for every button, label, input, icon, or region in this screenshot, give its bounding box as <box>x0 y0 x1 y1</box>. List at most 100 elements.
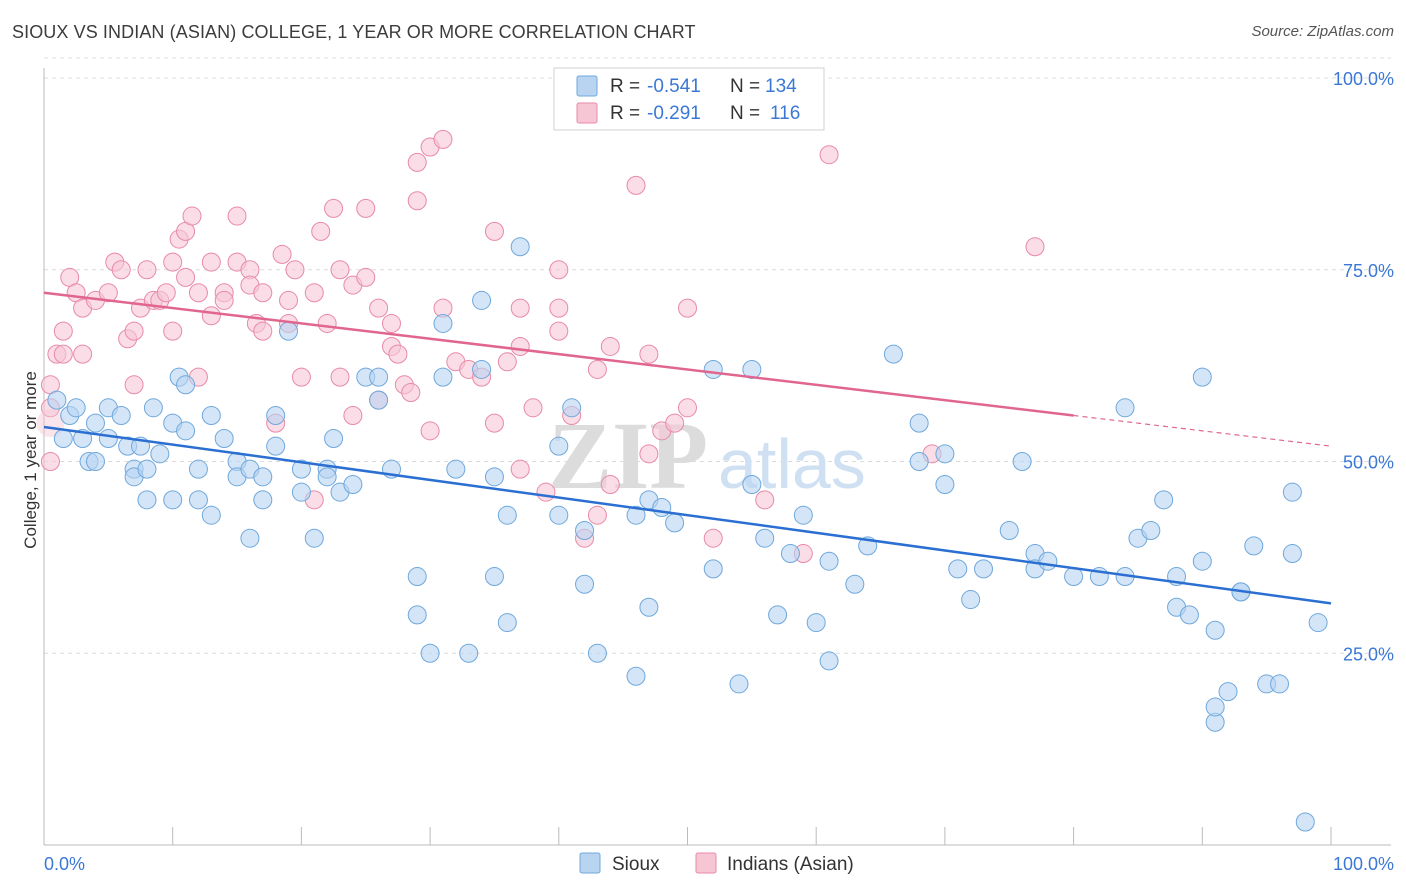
indians-point <box>356 198 376 218</box>
sioux-point <box>961 590 981 610</box>
indians-point <box>549 260 569 280</box>
indians-point <box>291 367 311 387</box>
indians-point <box>587 505 607 525</box>
sioux-point <box>291 482 311 502</box>
sioux-point <box>1205 620 1225 640</box>
indians-point <box>156 283 176 303</box>
indians-point <box>343 405 363 425</box>
sioux-point <box>1218 682 1238 702</box>
legend-r-label-indians: R = <box>610 103 640 124</box>
indians-point <box>1025 237 1045 257</box>
sioux-point <box>201 505 221 525</box>
sioux-point <box>420 643 440 663</box>
watermark-atlas: atlas <box>718 425 866 503</box>
y-tick-label-50: 50.0% <box>1343 453 1394 473</box>
indians-point <box>137 260 157 280</box>
indians-point <box>176 267 196 287</box>
sioux-point <box>66 398 86 418</box>
source-label: Source: ZipAtlas.com <box>1251 23 1394 40</box>
indians-point <box>188 283 208 303</box>
sioux-point <box>446 459 466 479</box>
indians-point <box>311 221 331 241</box>
sioux-point <box>163 490 183 510</box>
indians-point <box>497 352 517 372</box>
sioux-point <box>472 359 492 379</box>
sioux-point <box>137 459 157 479</box>
sioux-point <box>780 544 800 564</box>
sioux-point <box>562 398 582 418</box>
indians-point <box>819 145 839 165</box>
x-tick-label-0: 0.0% <box>44 854 85 874</box>
indians-point <box>53 321 73 341</box>
sioux-point <box>755 528 775 548</box>
sioux-point <box>1012 452 1032 471</box>
sioux-point <box>806 613 826 633</box>
sioux-point <box>47 390 67 410</box>
sioux-point <box>1154 490 1174 510</box>
sioux-point <box>266 436 286 456</box>
sioux-point <box>1192 367 1212 387</box>
indians-point <box>600 475 620 495</box>
indians-point <box>73 344 93 364</box>
indians-point <box>124 375 144 395</box>
sioux-point <box>819 651 839 671</box>
indians-point <box>523 398 543 418</box>
sioux-point <box>304 528 324 548</box>
sioux-point <box>214 428 234 448</box>
legend-bottom-label-sioux: Sioux <box>612 854 660 875</box>
sioux-point <box>909 413 929 433</box>
legend-r-label-sioux: R = <box>610 76 640 97</box>
legend-r-value-indians: -0.291 <box>647 103 701 124</box>
indians-point <box>484 413 504 433</box>
legend-bottom: Sioux Indians (Asian) <box>579 852 854 875</box>
legend-swatch-sioux <box>576 75 598 97</box>
sioux-point <box>665 513 685 533</box>
indians-point <box>626 175 646 195</box>
sioux-point <box>201 405 221 425</box>
indians-point <box>53 344 73 364</box>
sioux-point <box>768 605 788 625</box>
sioux-point <box>484 467 504 487</box>
chart-title: SIOUX VS INDIAN (ASIAN) COLLEGE, 1 YEAR … <box>12 22 696 42</box>
legend-n-value-indians: 116 <box>770 103 800 124</box>
sioux-point <box>279 321 299 341</box>
indians-point <box>510 459 530 479</box>
indians-point <box>381 313 401 333</box>
grid-lines <box>44 57 1391 654</box>
indians-point <box>201 252 221 272</box>
indians-point <box>420 421 440 441</box>
indians-point <box>279 290 299 310</box>
sioux-point <box>587 643 607 663</box>
indians-point <box>587 359 607 379</box>
indians-point <box>678 398 697 418</box>
sioux-point <box>98 428 118 448</box>
indians-point <box>227 206 247 226</box>
sioux-point <box>188 459 208 479</box>
sioux-point <box>626 505 646 525</box>
indians-point <box>536 482 556 502</box>
indians-point <box>755 490 775 510</box>
indians-point <box>182 206 202 226</box>
indians-point <box>665 413 685 433</box>
sioux-point <box>575 521 595 541</box>
sioux-point <box>1141 521 1161 541</box>
legend-top: R = -0.541 N = 134 R = -0.291 N = 116 <box>553 67 825 131</box>
sioux-point <box>1282 544 1302 564</box>
sioux-point <box>1064 567 1084 587</box>
indians-point <box>639 444 659 464</box>
sioux-point <box>948 559 968 579</box>
legend-n-value-sioux: 134 <box>765 76 797 97</box>
sioux-point <box>935 444 955 464</box>
sioux-point <box>1295 812 1315 832</box>
sioux-point <box>188 490 208 510</box>
sioux-point <box>652 498 672 518</box>
sioux-point <box>1308 613 1328 633</box>
indians-point <box>304 283 324 303</box>
indians-point <box>433 129 453 149</box>
sioux-point <box>53 428 73 448</box>
sioux-point <box>510 237 530 257</box>
sioux-point <box>909 452 929 471</box>
indians-point <box>253 283 273 303</box>
sioux-point <box>253 467 273 487</box>
